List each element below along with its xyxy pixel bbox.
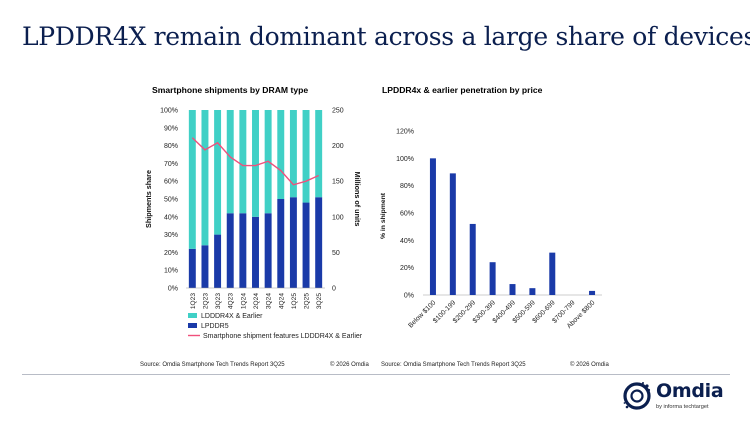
bar-price-band (429, 158, 436, 295)
bar-price-band (529, 288, 536, 295)
legend-label-lpddr4x: LDDDR4X & Earlier (201, 313, 263, 320)
bar-lpddr5 (264, 213, 272, 288)
right-chart-title: LPDDR4x & earlier penetration by price (382, 85, 543, 95)
bar-lpddr4x (226, 110, 234, 214)
legend-label-lpddr5: LPDDR5 (201, 323, 229, 330)
bar-lpddr5 (188, 248, 196, 288)
y-tick-label: 100% (396, 156, 414, 163)
x-tick-label: 2Q24 (253, 293, 260, 309)
x-tick-label: Above $800 (566, 299, 597, 330)
y-tick-label: 0% (404, 293, 414, 300)
y-tick-label: 80% (164, 143, 178, 150)
x-tick-label: $300-399 (472, 299, 497, 324)
bar-price-band (449, 173, 456, 295)
bar-lpddr5 (239, 213, 247, 288)
bar-lpddr5 (201, 245, 209, 288)
y2-tick-label: 50 (332, 250, 340, 257)
x-tick-label: 2Q23 (202, 293, 209, 309)
bar-price-band (509, 284, 516, 295)
bar-lpddr4x (264, 110, 272, 214)
bar-price-band (549, 252, 556, 295)
bar-lpddr5 (252, 216, 259, 288)
bar-lpddr5 (302, 202, 310, 288)
page-title: LPDDR4X remain dominant across a large s… (22, 22, 750, 51)
bar-lpddr4x (252, 110, 259, 217)
y2-tick-label: 0 (332, 286, 336, 293)
y2-tick-label: 100 (332, 214, 344, 221)
x-tick-label: 4Q24 (278, 293, 285, 309)
x-tick-label: 3Q23 (215, 293, 222, 309)
y-tick-label: 120% (396, 129, 414, 136)
bar-lpddr5 (226, 213, 234, 288)
omdia-logo-icon (623, 382, 651, 410)
x-tick-label: 2Q25 (304, 293, 311, 309)
bar-lpddr4x (201, 110, 209, 246)
bar-lpddr5 (277, 199, 285, 288)
x-tick-label: 1Q23 (190, 293, 197, 309)
y-tick-label: 30% (164, 232, 178, 239)
y-tick-label: 80% (400, 183, 414, 190)
footer-divider (22, 374, 730, 375)
line-shipments-lpddr4x (191, 137, 319, 186)
logo-wordmark: Omdia (656, 380, 724, 402)
legend-swatch-lpddr5 (188, 323, 197, 328)
x-tick-label: $600-699 (531, 299, 556, 324)
legend-swatch-lpddr4x (188, 313, 197, 318)
y2-tick-label: 150 (332, 179, 344, 186)
y-tick-label: 50% (164, 197, 178, 204)
logo-tagline: by informa techtarget (656, 404, 709, 410)
x-tick-label: $100-199 (432, 299, 457, 324)
x-tick-label: 1Q24 (240, 293, 247, 309)
x-tick-label: $400-499 (492, 299, 517, 324)
bar-lpddr4x (239, 110, 247, 214)
y2-axis-label: Millions of units (353, 172, 362, 227)
bar-price-band (469, 223, 476, 295)
x-tick-label: 1Q25 (291, 293, 298, 309)
y-tick-label: 60% (400, 211, 414, 218)
x-tick-label: 3Q25 (316, 293, 323, 309)
y-axis-label: Shipments share (144, 170, 153, 228)
y-tick-label: 90% (164, 125, 178, 132)
bar-lpddr5 (214, 234, 222, 288)
y-tick-label: 0% (168, 286, 178, 293)
bar-lpddr4x (289, 110, 297, 198)
y-tick-label: 20% (400, 265, 414, 272)
y-tick-label: 20% (164, 250, 178, 257)
x-tick-label: 4Q23 (228, 293, 235, 309)
left-chart-copyright: © 2026 Omdia (330, 362, 369, 368)
bar-lpddr4x (315, 110, 323, 198)
y-tick-label: 60% (164, 179, 178, 186)
bar-price-band (489, 262, 496, 295)
x-tick-label: $500-599 (512, 299, 537, 324)
right-chart-copyright: © 2026 Omdia (570, 362, 609, 368)
bar-lpddr5 (315, 197, 323, 288)
bar-lpddr4x (214, 110, 222, 235)
y-axis-label: % in shipment (380, 192, 387, 239)
omdia-logo: Omdia by informa techtarget (622, 380, 732, 416)
y2-tick-label: 200 (332, 143, 344, 150)
x-tick-label: $700-799 (551, 299, 576, 324)
bar-lpddr4x (302, 110, 310, 203)
x-tick-label: 3Q24 (266, 293, 273, 309)
x-tick-label: Below $100 (407, 299, 437, 329)
bar-lpddr5 (289, 197, 297, 288)
left-chart-title: Smartphone shipments by DRAM type (152, 85, 309, 95)
y-tick-label: 70% (164, 161, 178, 168)
bar-lpddr4x (277, 110, 285, 199)
y-tick-label: 100% (160, 108, 178, 115)
bar-price-band (589, 290, 596, 295)
bar-lpddr4x (188, 110, 196, 249)
legend-label-shipments: Smartphone shipment features LDDDR4X & E… (203, 333, 363, 340)
right-chart-source: Source: Omdia Smartphone Tech Trends Rep… (381, 362, 526, 368)
left-chart-source: Source: Omdia Smartphone Tech Trends Rep… (140, 362, 285, 368)
y-tick-label: 40% (400, 238, 414, 245)
x-tick-label: $200-299 (452, 299, 477, 324)
y-tick-label: 40% (164, 214, 178, 221)
y-tick-label: 10% (164, 268, 178, 275)
y2-tick-label: 250 (332, 108, 344, 115)
